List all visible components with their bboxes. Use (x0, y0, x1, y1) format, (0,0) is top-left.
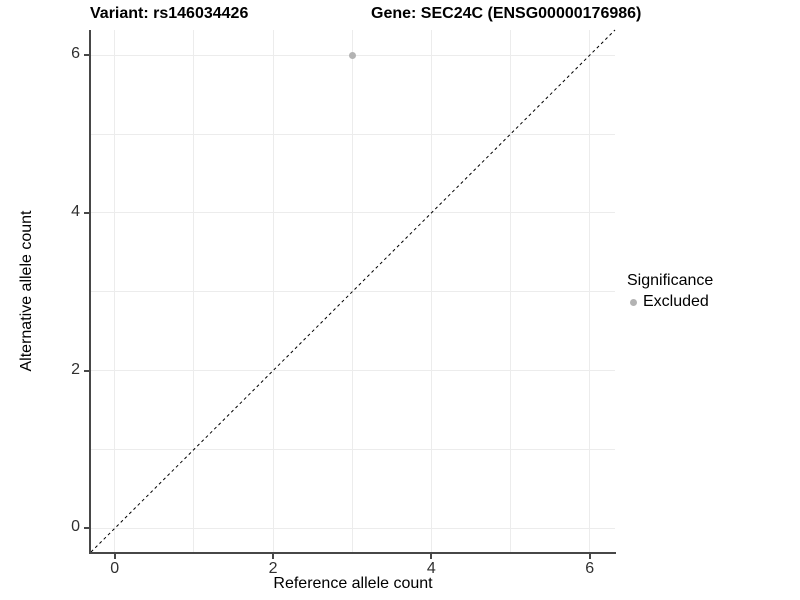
x-tick-label-0: 0 (110, 560, 120, 577)
gridline-x-1 (193, 30, 195, 552)
gridline-y-0 (91, 527, 615, 529)
title-variant: Variant: rs146034426 (90, 5, 249, 22)
gridline-y-3 (91, 291, 615, 293)
gridline-x-2 (272, 30, 274, 552)
y-tick-0 (84, 527, 89, 530)
legend: Significance Excluded (627, 272, 713, 311)
y-axis-label: Alternative allele count (18, 210, 35, 372)
legend-item-label: Excluded (643, 293, 709, 310)
x-tick-6 (588, 554, 591, 559)
gridline-y-1 (91, 448, 615, 450)
y-tick-label-2: 2 (71, 360, 80, 378)
x-tick-label-4: 4 (426, 560, 436, 577)
legend-item-excluded: Excluded (627, 293, 713, 311)
gridline-x-3 (351, 30, 353, 552)
title-gene: Gene: SEC24C (ENSG00000176986) (371, 5, 642, 22)
identity-line (90, 29, 616, 553)
x-tick-label-2: 2 (268, 560, 278, 577)
gridline-x-6 (589, 30, 591, 552)
y-tick-4 (84, 211, 89, 214)
gridline-x-0 (114, 30, 116, 552)
plot-panel (90, 29, 616, 553)
legend-title: Significance (627, 272, 714, 289)
x-axis-line (89, 552, 616, 554)
x-tick-label-6: 6 (585, 560, 595, 577)
x-axis-label: Reference allele count (273, 575, 433, 592)
excluded-point-icon (630, 298, 637, 306)
y-tick-label-6: 6 (71, 45, 80, 63)
y-tick-6 (84, 54, 89, 57)
gridline-x-5 (510, 30, 512, 552)
y-axis-line (89, 30, 91, 554)
y-tick-label-0: 0 (71, 518, 80, 536)
data-point-0 (348, 51, 356, 59)
y-tick-label-4: 4 (71, 202, 80, 220)
gridline-x-4 (430, 30, 432, 552)
x-tick-4 (430, 554, 433, 559)
x-tick-0 (113, 554, 116, 559)
gridline-y-5 (91, 133, 615, 135)
gridline-y-2 (91, 370, 615, 372)
gridline-y-4 (91, 212, 615, 214)
y-tick-2 (84, 369, 89, 372)
x-tick-2 (272, 554, 275, 559)
